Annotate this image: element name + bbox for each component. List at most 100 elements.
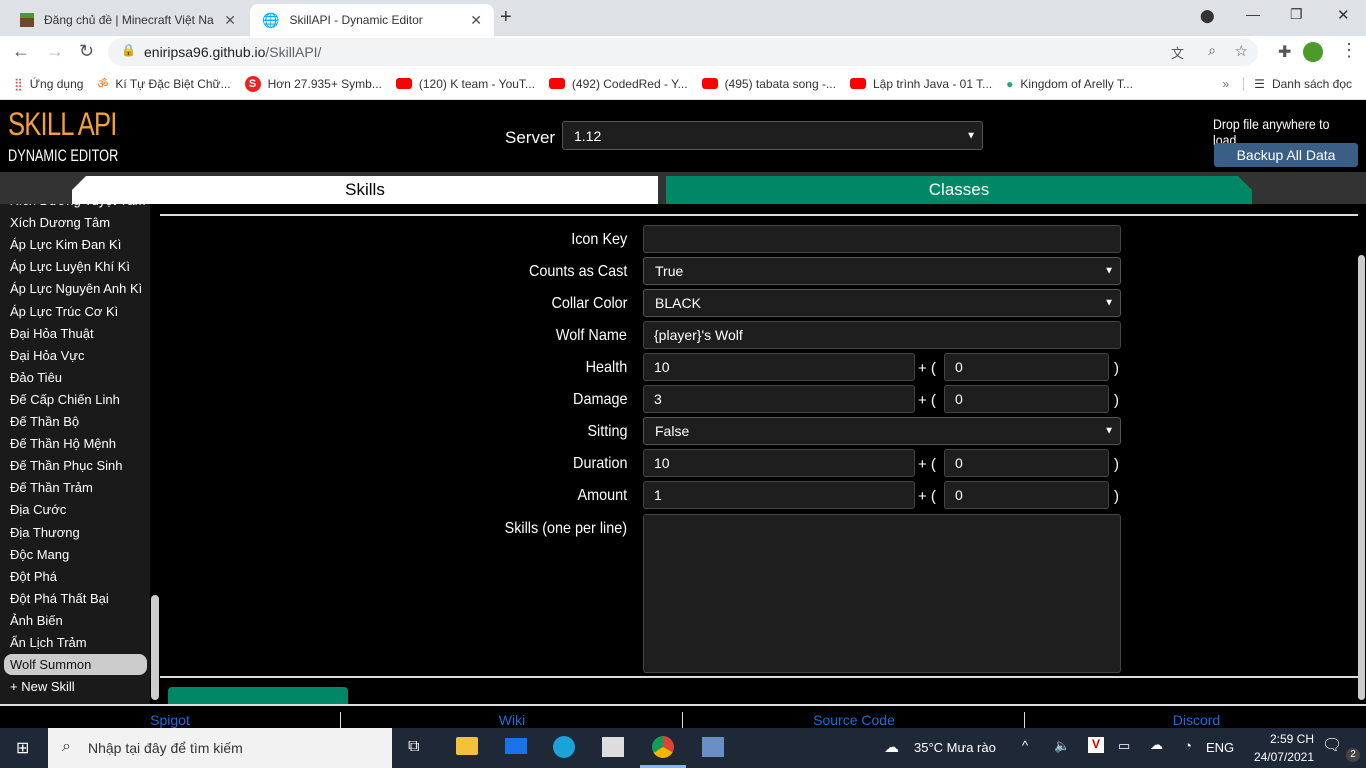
health-scale-input[interactable]: 0 [944,353,1109,381]
skill-list-item[interactable]: Địa Thương [10,524,80,540]
skill-list-item[interactable]: Xích Dương Tâm [10,215,111,231]
amount-input[interactable]: 1 [643,481,915,509]
close-tab-icon[interactable]: ✕ [224,11,236,28]
new-skill-button[interactable]: + New Skill [10,679,75,695]
skill-list-item[interactable]: Áp Lực Nguyên Anh Kì [10,281,143,297]
skill-list-item[interactable]: Wolf Summon [4,654,147,676]
clock-date[interactable]: 24/07/2021 [1253,750,1314,764]
tab-classes[interactable]: Classes [666,176,1252,204]
skill-list-item[interactable]: Ảnh Biến [10,612,63,628]
skill-list-item[interactable]: Xích Dương Tuyệt Tâm [4,204,147,211]
counts-as-cast-select[interactable]: True ▼ [643,257,1121,285]
backup-all-data-button[interactable]: Backup All Data [1214,143,1358,167]
maximize-button[interactable]: ❐ [1290,6,1303,22]
battery-icon[interactable]: ▭ [1118,738,1131,753]
sidebar-scrollbar-thumb[interactable] [151,595,159,700]
reading-list[interactable]: ☰ Danh sách đọc [1243,76,1352,91]
link-discord[interactable]: Discord [1172,712,1221,728]
close-window-button[interactable]: ✕ [1337,7,1350,24]
menu-icon[interactable]: ⋮ [1340,40,1358,60]
task-view-icon[interactable]: ⧉ [408,738,420,755]
main-scrollbar-thumb[interactable] [1358,255,1365,700]
amount-scale-input[interactable]: 0 [944,481,1109,509]
bookmark[interactable]: (492) CodedRed - Y... [548,77,688,91]
new-tab-button[interactable]: + [500,6,512,28]
link-wiki[interactable]: Wiki [342,712,683,730]
profile-menu-icon[interactable]: ⬤ [1200,8,1215,23]
skill-list-item[interactable]: Đế Thần Trảm [10,480,93,496]
file-explorer-icon[interactable] [456,737,478,755]
skill-list-item[interactable]: Áp Lực Trúc Cơ Kì [10,303,119,319]
skill-list-item[interactable]: Đại Hỏa Thuật [10,325,94,341]
bookmark[interactable]: (495) tabata song -... [701,77,836,91]
skill-list-item[interactable]: Đột Phá Thất Bại [10,590,109,606]
remote-desktop-icon[interactable] [702,737,724,757]
skill-list-item[interactable]: Đế Thần Bộ [10,414,80,429]
translate-icon[interactable]: 文 [1170,46,1184,61]
skill-list-item[interactable]: Đột Phá [10,568,57,584]
minimize-button[interactable]: — [1246,6,1260,22]
skill-list-item[interactable]: Địa Cước [10,502,67,518]
avatar[interactable] [1303,42,1323,62]
collar-color-select[interactable]: BLACK ▼ [643,289,1121,317]
antivirus-icon[interactable]: V [1088,737,1104,753]
duration-close-paren: ) [1114,456,1119,473]
url-bar[interactable]: 🔒 eniripsa96.github.io/SkillAPI/ 文 ⌕ ☆ [108,38,1258,66]
bookmark[interactable]: (120) K team - YouT... [395,77,535,91]
icon-key-input[interactable] [643,225,1121,253]
duration-scale-input[interactable]: 0 [944,449,1109,477]
browser-tab-active[interactable]: 🌐 SkillAPI - Dynamic Editor ✕ [250,4,494,36]
sitting-select[interactable]: False ▼ [643,417,1121,445]
bookmark[interactable]: ॐ Kí Tự Đặc Biệt Chữ... [97,76,231,92]
skill-list-item[interactable]: Đại Hỏa Vực [10,347,85,363]
weather-text[interactable]: 35°C Mưa rào [914,740,996,755]
save-skill-button[interactable] [168,687,348,704]
bookmark[interactable]: ● Kingdom of Arelly T... [1006,76,1133,91]
health-input[interactable]: 10 [643,353,915,381]
back-icon[interactable]: ← [12,41,30,61]
mail-icon[interactable] [505,738,527,754]
extensions-icon[interactable]: ✚ [1278,44,1292,61]
zoom-icon[interactable]: ⌕ [1208,42,1216,58]
damage-scale-input[interactable]: 0 [944,385,1109,413]
edge-icon[interactable] [553,736,575,758]
skill-list-item[interactable]: Độc Mang [10,546,70,562]
browser-tab[interactable]: Đăng chủ đề | Minecraft Việt Nam ✕ [8,4,248,36]
skill-list-item[interactable]: Áp Lực Kim Đan Kì [10,237,122,253]
more-bookmarks-icon[interactable]: » [1222,76,1230,91]
bookmark[interactable]: Lập trình Java - 01 T... [849,77,992,91]
taskbar-search-input[interactable]: ⌕ Nhập tại đây để tìm kiếm [48,728,392,768]
weather-cloud-icon[interactable]: ☁ [884,739,899,756]
chrome-icon[interactable] [652,736,674,758]
language-indicator[interactable]: ENG [1206,740,1235,755]
reload-icon[interactable]: ↻ [79,41,95,61]
chevron-up-icon[interactable]: ^ [1022,738,1029,753]
link-spigot[interactable]: Spigot [0,712,341,730]
volume-icon[interactable]: 🔈 [1054,738,1071,753]
duration-input[interactable]: 10 [643,449,915,477]
clock-time[interactable]: 2:59 CH [1269,732,1314,746]
wifi-icon[interactable]: ◔ [1184,738,1192,753]
windows-start-icon[interactable]: ⊞ [16,740,30,757]
notification-icon[interactable]: 🗨 [1322,737,1343,754]
server-select[interactable]: 1.12 ▼ [562,121,983,150]
skill-list-item[interactable]: Ẩn Lịch Trảm [10,635,87,650]
skill-list-item[interactable]: Đế Cấp Chiến Linh [10,391,120,407]
skills-textarea[interactable] [643,514,1121,673]
skill-list-item[interactable]: Đảo Tiêu [10,369,63,385]
skill-list-item[interactable]: Áp Lực Luyện Khí Kì [10,259,130,275]
wolf-name-input[interactable]: {player}'s Wolf [643,321,1121,349]
store-icon[interactable] [602,737,624,757]
bookmark[interactable]: S Hơn 27.935+ Symb... [244,75,382,92]
tab-skills[interactable]: Skills [72,176,658,204]
bookmark-star-icon[interactable]: ☆ [1234,43,1248,60]
bookmark-apps[interactable]: ⣿ Ứng dụng [14,76,84,91]
damage-input[interactable]: 3 [643,385,915,413]
skill-list-item[interactable]: Đế Thần Hộ Mệnh [10,436,116,452]
onedrive-cloud-icon[interactable]: ☁ [1150,737,1163,752]
link-source-code[interactable]: Source Code [684,712,1025,730]
close-tab-icon[interactable]: ✕ [470,11,482,28]
forward-icon[interactable]: → [46,41,64,61]
skill-list-item[interactable]: Đế Thần Phục Sinh [10,458,123,474]
sidebar-scrollbar[interactable] [150,204,160,704]
